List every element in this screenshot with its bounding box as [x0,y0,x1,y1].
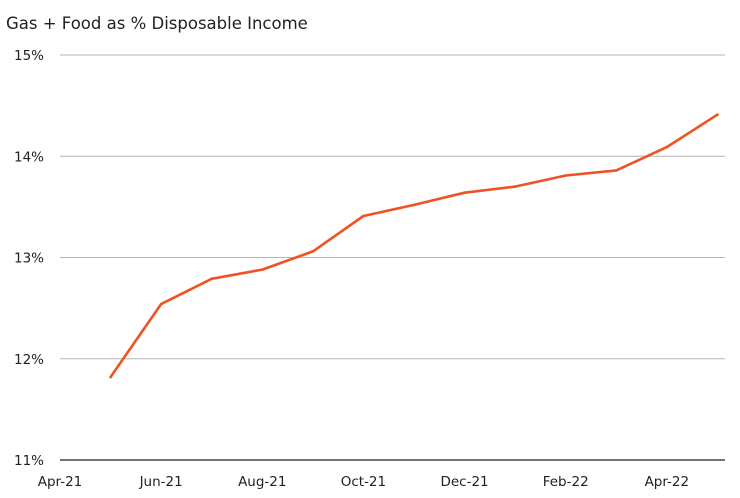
gridlines [60,54,725,461]
x-tick-label: Jun-21 [139,474,183,490]
data-point [716,113,719,116]
data-point [513,185,517,188]
y-tick-label: 13% [14,251,44,267]
series-line [109,113,719,379]
x-tick-label: Apr-22 [645,474,690,490]
data-point [362,214,365,218]
x-tick-label: Apr-21 [38,474,83,490]
y-tick-label: 15% [14,48,44,64]
data-point [311,250,315,253]
y-tick-label: 11% [14,453,44,469]
data-point [564,174,567,177]
series-layer [109,113,719,379]
data-point [210,277,213,281]
x-tick-label: Aug-21 [238,474,286,490]
data-point [665,145,669,149]
data-point [109,375,112,379]
data-point [463,191,466,194]
data-point [615,169,618,172]
x-axis-tick-labels: Apr-21 Jun-21 Aug-21 Oct-21 Dec-21 Feb-22 Apr-… [38,474,689,490]
x-tick-label: Feb-22 [543,474,589,490]
data-point [159,302,163,306]
chart-title: Gas + Food as % Disposable Income [6,14,308,33]
data-point [412,203,416,207]
data-point [261,268,264,271]
y-tick-label: 12% [14,352,44,368]
x-tick-label: Oct-21 [341,474,386,490]
x-tick-label: Dec-21 [440,474,488,490]
y-axis-tick-labels: 11% 12% 13% 14% 15% [14,48,44,469]
y-tick-label: 14% [14,149,44,165]
